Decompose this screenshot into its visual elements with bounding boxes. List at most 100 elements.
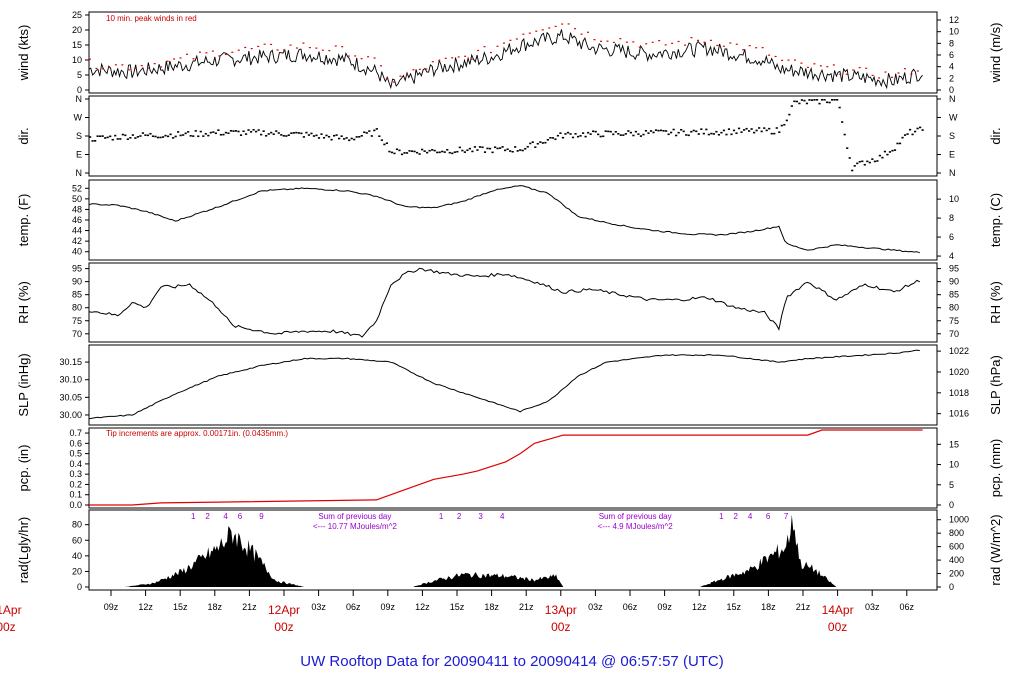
- dir-left-tick-label: W: [74, 113, 83, 123]
- x-tick-label: 15z: [450, 602, 465, 612]
- x-tick-label: 18z: [761, 602, 776, 612]
- dir-point: [252, 129, 255, 131]
- dir-point: [400, 153, 404, 156]
- wind-peak-point: [515, 38, 518, 40]
- dir-point: [317, 137, 321, 139]
- dir-point: [194, 130, 197, 132]
- wind-peak-point: [315, 47, 318, 49]
- dir-point: [305, 131, 308, 134]
- wind-peak-point: [457, 56, 460, 58]
- wind-peak-point: [114, 64, 117, 66]
- dir-point: [277, 132, 280, 134]
- dir-point: [106, 136, 109, 139]
- dir-point: [109, 135, 112, 138]
- wind-right-tick-label: 12: [949, 15, 959, 25]
- wind-peak-point: [742, 49, 745, 51]
- wind-peak-point: [451, 57, 454, 59]
- pcp-left-tick-label: 0.5: [69, 449, 82, 459]
- slp-right-tick-label: 1016: [949, 409, 969, 419]
- dir-point: [350, 137, 353, 140]
- wind-peak-point: [360, 58, 363, 60]
- dir-point: [680, 128, 683, 131]
- dir-point: [219, 133, 222, 136]
- dir-point: [418, 153, 421, 155]
- dir-point: [697, 133, 700, 135]
- dir-point: [644, 129, 648, 132]
- dir-point: [737, 127, 741, 130]
- temp-left-tick-label: 46: [72, 215, 82, 225]
- dir-left-tick-label: N: [76, 94, 83, 104]
- wind-right-tick-label: 4: [949, 62, 954, 72]
- dir-left-tick-label: S: [76, 131, 82, 141]
- wind-peak-point: [554, 25, 557, 27]
- dir-point: [310, 132, 313, 135]
- dir-point: [589, 133, 592, 135]
- dir-point: [403, 152, 406, 154]
- wind-peak-point: [761, 47, 764, 49]
- dir-point: [599, 135, 602, 138]
- wind-peak-point: [781, 59, 784, 61]
- dir-point: [730, 133, 733, 136]
- rad-area: [89, 514, 923, 587]
- wind-peak-point: [755, 47, 758, 49]
- wind-peak-point: [496, 45, 499, 47]
- rh-left-tick-label: 95: [72, 264, 82, 274]
- pcp-annotation: Tip increments are approx. 0.00171in. (0…: [106, 429, 288, 438]
- dir-point: [692, 129, 695, 132]
- x-tick-label: 15z: [173, 602, 188, 612]
- rad-day-marker: 9: [259, 512, 264, 521]
- dir-point: [778, 131, 781, 134]
- wind-peak-point: [367, 56, 370, 58]
- dir-point: [458, 146, 461, 149]
- rh-right-tick-label: 95: [949, 264, 959, 274]
- rad-right-axis-label: rad (W/m^2): [988, 514, 1003, 585]
- dir-point: [483, 151, 487, 153]
- dir-point: [632, 134, 635, 137]
- wind-peak-point: [845, 73, 848, 75]
- wind-peak-point: [574, 28, 577, 30]
- dir-point: [556, 134, 560, 137]
- wind-peak-point: [166, 60, 169, 62]
- dir-point: [172, 137, 175, 139]
- dir-point: [813, 99, 816, 101]
- dir-right-tick-label: N: [949, 168, 956, 178]
- dir-point: [551, 137, 555, 139]
- wind-peak-point: [858, 67, 861, 69]
- wind-peak-point: [677, 40, 680, 43]
- wind-peak-point: [244, 46, 247, 49]
- dir-point: [546, 138, 549, 141]
- temp-left-tick-label: 40: [72, 247, 82, 257]
- dir-point: [373, 129, 376, 132]
- wind-peak-point: [470, 58, 473, 60]
- pcp-frame: [88, 427, 938, 509]
- dir-point: [355, 136, 358, 138]
- wind-peak-point: [884, 71, 887, 73]
- dir-point: [675, 134, 678, 137]
- dir-point: [134, 137, 137, 139]
- wind-peak-point: [897, 72, 900, 74]
- pcp-right-tick-label: 10: [949, 460, 959, 470]
- dir-point: [838, 106, 841, 109]
- temp-left-tick-label: 50: [72, 194, 82, 204]
- dir-point: [270, 131, 273, 134]
- temp-left-tick-label: 42: [72, 236, 82, 246]
- dir-point: [803, 99, 806, 102]
- dir-point: [370, 135, 373, 137]
- dir-point: [423, 150, 426, 152]
- wind-peak-point: [380, 65, 383, 67]
- wind-left-tick-label: 15: [72, 40, 82, 50]
- temp-right-tick-label: 4: [949, 251, 954, 261]
- dir-point: [383, 143, 386, 146]
- dir-point: [368, 130, 371, 132]
- rh-left-tick-label: 85: [72, 290, 82, 300]
- dir-point: [901, 136, 904, 139]
- dir-point: [453, 151, 456, 153]
- slp-line: [88, 349, 920, 420]
- wind-right-tick-label: 2: [949, 73, 954, 83]
- dir-point: [911, 133, 914, 136]
- x-tick-label: 12z: [415, 602, 430, 612]
- dir-point: [287, 134, 290, 136]
- pcp-left-tick-label: 0.7: [69, 428, 82, 438]
- wind-peak-point: [839, 73, 842, 75]
